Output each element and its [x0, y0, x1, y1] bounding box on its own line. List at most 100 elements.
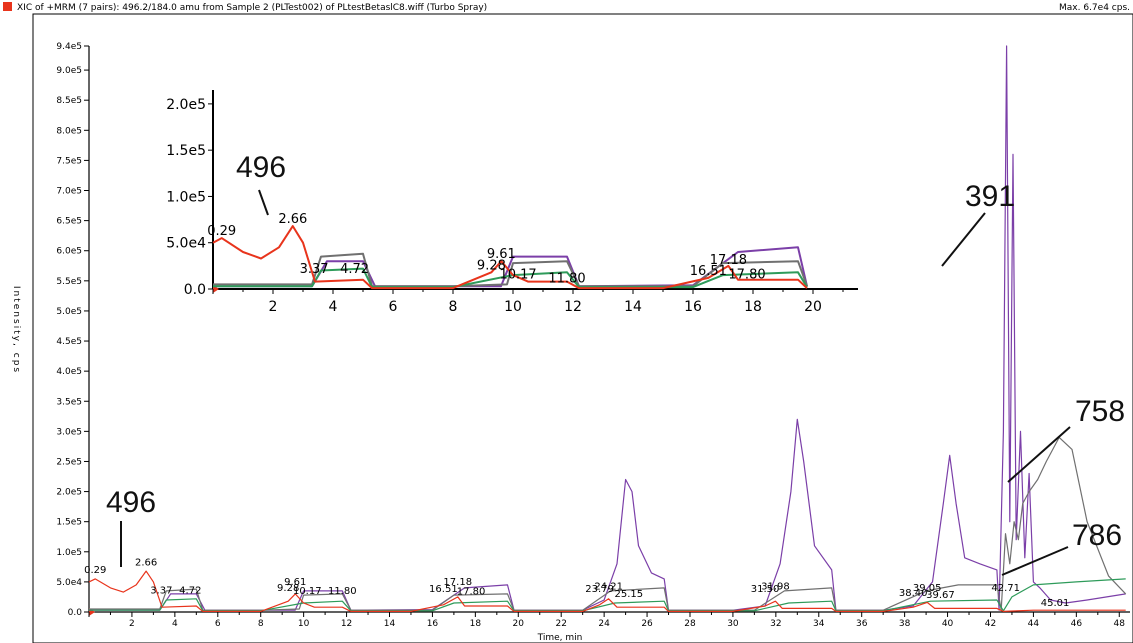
annotation-391: 391 — [965, 180, 1015, 213]
main-x-tick-label: 22 — [555, 619, 566, 629]
main-x-tick-label: 48 — [1114, 619, 1126, 629]
main-x-tick-label: 18 — [470, 619, 482, 629]
main-y-tick-label: 4.5e5 — [56, 337, 82, 347]
main-peak-label: 23.79 — [585, 584, 614, 595]
inset-peak-label: 2.66 — [278, 212, 307, 227]
main-y-tick-label: 8.5e5 — [56, 96, 82, 106]
annotation-496-inset: 496 — [236, 151, 286, 184]
main-x-tick-label: 44 — [1028, 619, 1040, 629]
compound-annotations: 496 496 391 758 786 — [106, 151, 1125, 576]
main-peak-label: 31.50 — [751, 584, 780, 595]
main-axes: 2 4 6 8 10 12 14 16 18 20 22 24 26 28 30 32 34 36 38 40 42 44… — [56, 42, 1130, 629]
inset-x-tick-label: 18 — [744, 299, 762, 315]
annotation-786: 786 — [1072, 519, 1122, 552]
main-y-tick-label: 3.5e5 — [56, 397, 82, 407]
series-marker-icon — [3, 2, 12, 11]
main-series-line — [89, 45, 1126, 611]
main-x-tick-label: 12 — [341, 619, 352, 629]
main-y-tick-label: 1.0e5 — [56, 548, 82, 558]
main-peak-label: 38.40 — [899, 588, 928, 599]
plot-frame — [32, 13, 1133, 643]
main-x-tick-label: 42 — [985, 619, 996, 629]
main-y-tick-label: 5.0e5 — [56, 307, 82, 317]
main-x-tick-label: 30 — [727, 619, 739, 629]
main-y-tick-label: 7.5e5 — [56, 156, 82, 166]
inset-series-group — [212, 225, 808, 290]
main-y-tick-label: 2.0e5 — [56, 488, 82, 498]
inset-peak-label: 3.37 — [300, 262, 329, 277]
main-peak-label: 11.80 — [328, 586, 357, 597]
inset-peak-label: 9.28 — [477, 258, 506, 273]
inset-x-tick-label: 10 — [504, 299, 522, 315]
inset-peak-label: 16.51 — [690, 264, 727, 279]
main-y-tick-label: 8.0e5 — [56, 126, 82, 136]
inset-peak-label: 4.72 — [340, 262, 369, 277]
inset-x-tick-label: 8 — [449, 299, 458, 315]
main-y-tick-label: 2.5e5 — [56, 457, 82, 467]
x-axis-label: Time, min — [537, 633, 583, 643]
annotation-pointer-758 — [1007, 426, 1071, 483]
main-peak-label: 39.05 — [913, 583, 942, 594]
inset-y-tick-label: 5.0e4 — [166, 236, 206, 252]
inset-y-tick-label: 1.0e5 — [166, 189, 206, 205]
main-y-tick-label: 9.4e5 — [56, 42, 82, 52]
main-x-tick-label: 2 — [129, 619, 135, 629]
main-x-tick-label: 34 — [813, 619, 825, 629]
inset-series-line — [213, 252, 808, 288]
main-x-tick-label: 4 — [172, 619, 178, 629]
main-y-tick-label: 3.0e5 — [56, 427, 82, 437]
main-peak-label: 3.37 — [150, 585, 172, 596]
inset-y-tick-label: 0.0 — [184, 282, 206, 298]
main-peak-label: 24.21 — [594, 582, 623, 593]
inset-peak-label: 9.61 — [487, 247, 516, 262]
main-y-tick-label: 4.0e5 — [56, 367, 82, 377]
inset-y-tick-label: 2.0e5 — [166, 97, 206, 113]
main-x-tick-label: 40 — [942, 619, 954, 629]
main-peak-label: 17.80 — [457, 587, 486, 598]
main-peak-label: 0.29 — [84, 565, 106, 576]
inset-peak-labels: 0.29 2.66 3.37 4.72 9.289.61 10.17 11.80 16.511… — [207, 212, 765, 286]
main-x-tick-label: 8 — [258, 619, 264, 629]
inset-x-tick-label: 16 — [684, 299, 702, 315]
y-axis-label: Intensity, cps — [11, 286, 21, 374]
inset-peak-label: 17.18 — [710, 253, 747, 268]
main-peak-label: 17.18 — [443, 577, 472, 588]
inset-chart: 2 4 6 8 10 12 14 16 18 200.05.0e41.0e51.5e52.0e5 … — [166, 82, 860, 315]
main-x-tick-label: 46 — [1071, 619, 1083, 629]
main-series-line — [89, 578, 1126, 612]
inset-x-tick-label: 14 — [624, 299, 642, 315]
inset-peak-label: 10.17 — [499, 268, 536, 283]
annotation-758: 758 — [1075, 395, 1125, 428]
annotation-pointer-786 — [1001, 546, 1069, 576]
main-y-tick-label: 9.0e5 — [56, 66, 82, 76]
main-y-tick-label: 1.5e5 — [56, 518, 82, 528]
main-x-tick-label: 28 — [684, 619, 696, 629]
inset-peak-label: 17.80 — [728, 268, 765, 283]
main-x-tick-label: 6 — [215, 619, 221, 629]
main-peak-label: 2.66 — [135, 558, 157, 569]
main-peak-label: 9.61 — [284, 577, 306, 588]
main-y-tick-label: 0.0 — [68, 608, 83, 618]
annotation-496-main: 496 — [106, 486, 156, 519]
inset-x-tick-label: 6 — [389, 299, 398, 315]
main-peak-label: 4.72 — [179, 585, 201, 596]
main-peak-label: 25.15 — [614, 589, 643, 600]
main-y-tick-label: 7.0e5 — [56, 187, 82, 197]
main-x-tick-label: 16 — [427, 619, 439, 629]
main-peak-label: 39.67 — [926, 590, 955, 601]
chart-title: XIC of +MRM (7 pairs): 496.2/184.0 amu f… — [17, 3, 487, 13]
max-intensity-label: Max. 6.7e4 cps. — [1059, 3, 1130, 13]
main-x-tick-label: 32 — [770, 619, 781, 629]
inset-series-line — [212, 225, 808, 290]
main-series-line — [89, 436, 1127, 611]
annotation-pointer-496-inset — [258, 189, 269, 216]
main-peak-label: 9.28 — [277, 583, 299, 594]
annotation-pointer-391 — [941, 212, 986, 267]
inset-y-tick-label: 1.5e5 — [166, 143, 206, 159]
inset-axes: 2 4 6 8 10 12 14 16 18 20 0.0 5.0e4 1.0e5 1.5e5 2.0e5 — [166, 90, 858, 315]
main-x-tick-label: 10 — [298, 619, 310, 629]
main-x-tick-label: 36 — [856, 619, 868, 629]
main-y-tick-label: 6.5e5 — [56, 217, 82, 227]
